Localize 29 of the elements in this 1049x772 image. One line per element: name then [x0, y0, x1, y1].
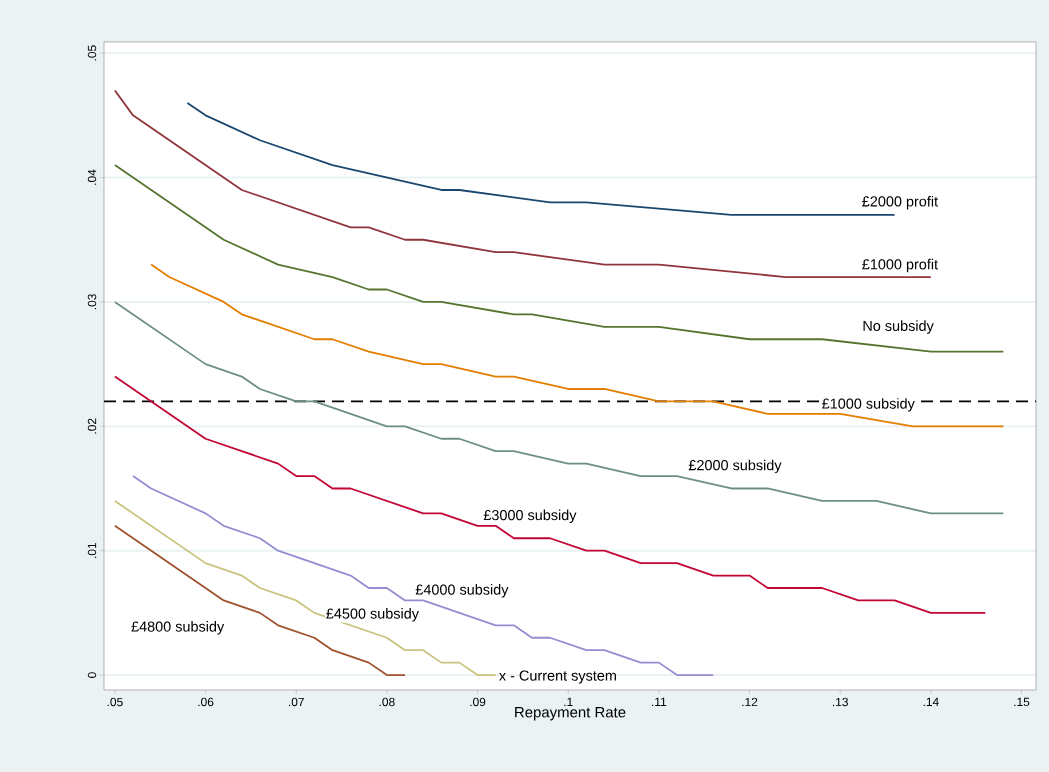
series-label: £4500 subsidy — [326, 608, 419, 622]
x-tick-label: .12 — [742, 697, 758, 707]
series-label: £1000 subsidy — [822, 398, 915, 412]
series-label: £2000 profit — [862, 195, 938, 210]
x-axis-title: Repayment Rate — [515, 707, 626, 721]
x-tick-label: .08 — [379, 697, 395, 707]
x-tick-label: .13 — [832, 697, 848, 707]
series-label: No subsidy — [863, 320, 934, 334]
y-tick-label: .01 — [87, 542, 97, 558]
annotation: x - Current system — [499, 670, 616, 684]
x-tick-label: .06 — [198, 697, 214, 707]
x-tick-label: .11 — [652, 697, 667, 706]
x-tick-label: .05 — [107, 697, 123, 707]
y-tick-label: .02 — [87, 418, 97, 434]
series-label: £4000 subsidy — [415, 584, 509, 598]
series-label: £3000 subsidy — [483, 509, 577, 524]
x-tick-label: .1 — [564, 697, 573, 706]
series-label: £2000 subsidy — [688, 459, 782, 474]
y-tick-label: .05 — [87, 45, 97, 61]
series-label: £1000 profit — [862, 258, 938, 273]
x-tick-label: .09 — [470, 697, 486, 707]
series-label: £4800 subsidy — [131, 621, 225, 635]
y-tick-label: .03 — [87, 294, 97, 310]
y-tick-label: 0 — [87, 672, 97, 678]
y-tick-label: .04 — [87, 169, 97, 185]
x-tick-label: .14 — [923, 697, 939, 706]
x-tick-label: .15 — [1014, 697, 1030, 707]
line-series — [113, 164, 1005, 353]
x-tick-label: .07 — [289, 697, 304, 707]
